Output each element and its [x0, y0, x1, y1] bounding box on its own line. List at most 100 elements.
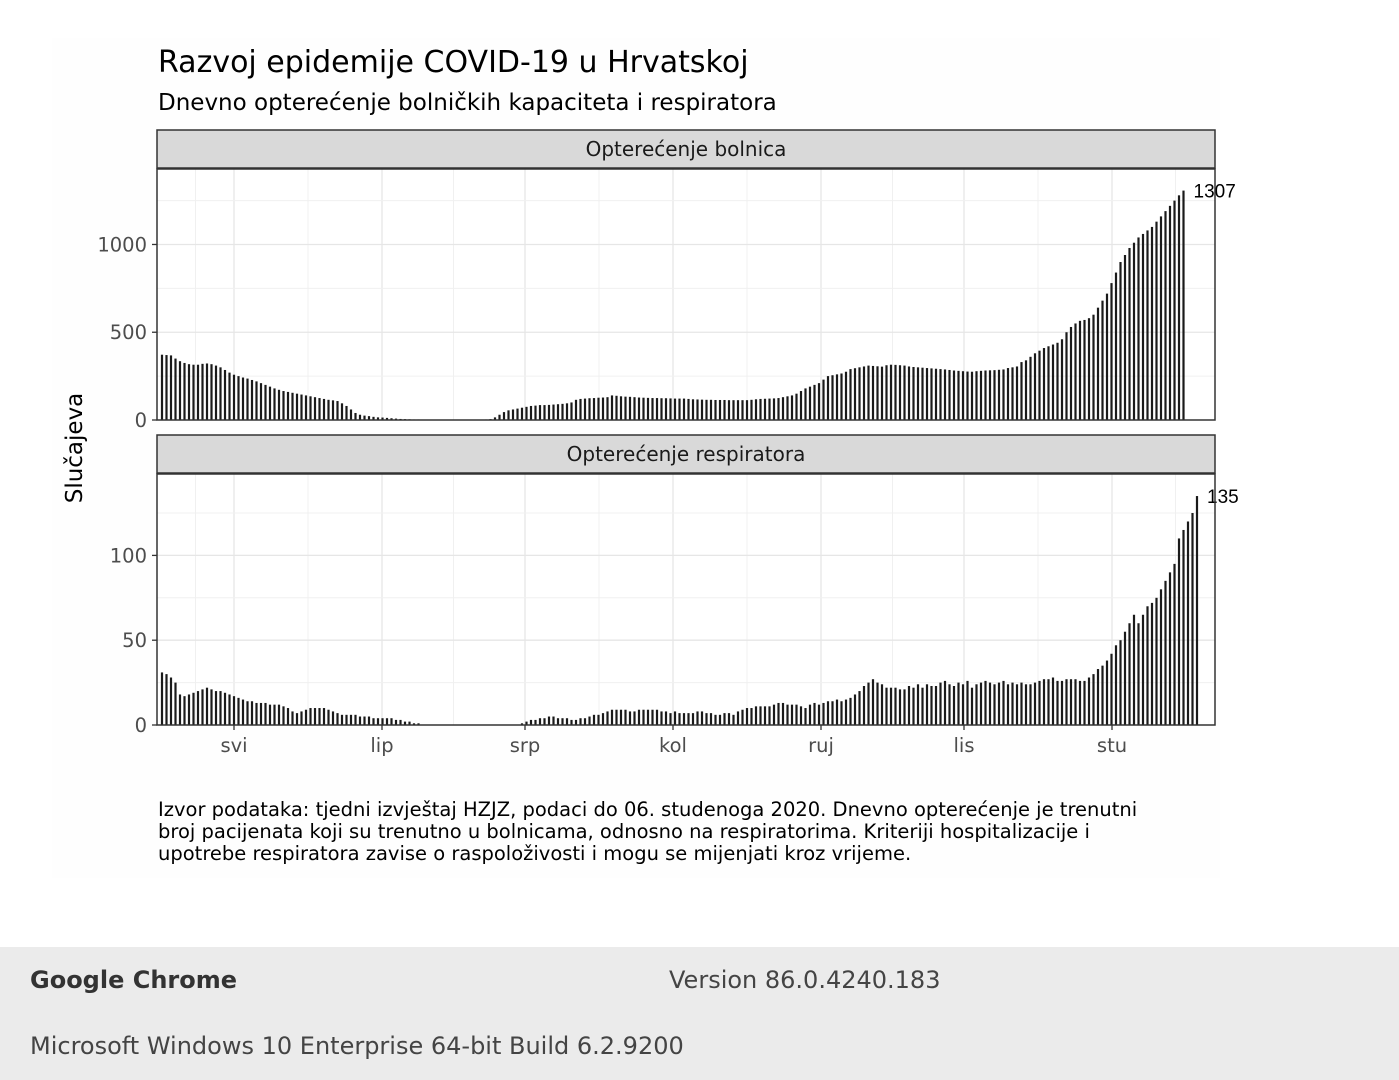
bar	[318, 708, 321, 725]
bar	[160, 354, 164, 420]
bar	[1096, 669, 1100, 725]
bar	[862, 685, 866, 725]
bar	[669, 398, 672, 420]
bar	[642, 397, 645, 420]
panel-border	[156, 168, 1216, 421]
bar	[966, 371, 969, 420]
bar	[588, 716, 591, 725]
bar	[1182, 529, 1185, 725]
bar	[606, 397, 609, 420]
bar	[183, 696, 186, 725]
bar	[1011, 682, 1014, 725]
bar	[214, 691, 218, 725]
bar	[880, 366, 884, 420]
bar	[1051, 677, 1055, 725]
bar	[925, 684, 929, 725]
bar	[646, 397, 650, 420]
bar	[799, 706, 803, 725]
bar	[394, 719, 398, 725]
bar	[169, 677, 173, 725]
bar	[327, 399, 330, 420]
bar	[520, 723, 524, 725]
bar	[219, 367, 222, 420]
bar	[651, 398, 654, 420]
os-info: Microsoft Windows 10 Enterprise 64-bit B…	[30, 1032, 684, 1060]
bar	[610, 395, 614, 420]
bar	[772, 704, 776, 725]
bar	[1119, 262, 1122, 420]
bar	[1038, 680, 1041, 725]
bar	[561, 403, 564, 420]
bar	[178, 361, 182, 420]
plot-area	[157, 169, 1215, 420]
bar	[993, 684, 996, 725]
bar	[930, 368, 933, 420]
bar	[615, 709, 618, 725]
bar	[957, 682, 960, 725]
bar	[250, 701, 254, 725]
bar	[898, 365, 902, 420]
bar	[547, 716, 551, 725]
bar	[165, 355, 168, 420]
bar	[246, 701, 249, 725]
bar	[943, 369, 947, 420]
bar	[520, 407, 524, 420]
bar	[795, 393, 798, 420]
bar	[858, 691, 861, 725]
bar	[781, 397, 785, 420]
bar	[1137, 237, 1140, 420]
bar	[651, 709, 654, 725]
bar	[1033, 682, 1037, 725]
browser-version: Version 86.0.4240.183	[669, 966, 941, 994]
bar	[570, 719, 573, 725]
bar	[358, 716, 362, 725]
bar	[1042, 348, 1046, 420]
bar	[259, 702, 263, 725]
bar	[907, 685, 911, 725]
bar	[880, 684, 884, 725]
bar	[322, 398, 326, 420]
bar	[628, 711, 632, 725]
bar	[322, 708, 326, 725]
bar	[579, 398, 582, 420]
x-tick-label: srp	[510, 734, 541, 757]
plot-area	[157, 474, 1215, 725]
bar	[804, 708, 807, 725]
bar	[327, 709, 330, 725]
bar	[723, 399, 726, 420]
bar	[745, 708, 749, 725]
bar	[781, 702, 785, 725]
bar	[228, 694, 231, 725]
bar	[934, 368, 938, 420]
bar	[732, 400, 735, 420]
bar	[979, 370, 983, 420]
bar	[1069, 679, 1073, 725]
bar	[165, 674, 168, 725]
bar	[754, 706, 758, 725]
bar	[174, 682, 177, 725]
bar	[376, 417, 380, 420]
bar	[300, 711, 303, 725]
bar	[349, 409, 353, 420]
bar	[498, 414, 501, 420]
bar	[345, 714, 348, 725]
bar	[912, 687, 915, 725]
bar	[1141, 233, 1145, 420]
bar	[417, 723, 420, 725]
bar	[241, 377, 245, 420]
bar	[934, 685, 938, 725]
bar	[1074, 323, 1077, 420]
browser-name: Google Chrome	[30, 966, 238, 994]
bar	[255, 381, 258, 420]
y-tick-label: 100	[110, 544, 147, 567]
bar	[1024, 360, 1028, 420]
bar	[286, 708, 290, 725]
panel-border	[156, 473, 1216, 726]
bar	[178, 694, 182, 725]
bar	[682, 713, 686, 725]
bar	[282, 391, 285, 420]
bar	[583, 398, 587, 420]
bar	[160, 672, 164, 725]
bar	[754, 399, 758, 420]
bar	[741, 709, 744, 725]
